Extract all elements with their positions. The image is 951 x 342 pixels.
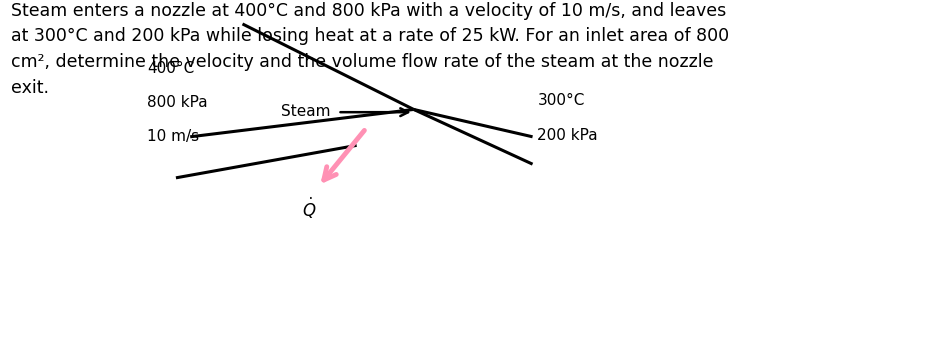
Text: 800 kPa: 800 kPa bbox=[147, 95, 208, 110]
Text: Steam enters a nozzle at 400°C and 800 kPa with a velocity of 10 m/s, and leaves: Steam enters a nozzle at 400°C and 800 k… bbox=[11, 2, 729, 97]
Text: 10 m/s: 10 m/s bbox=[147, 129, 200, 144]
Text: $\dot{Q}$: $\dot{Q}$ bbox=[301, 196, 317, 221]
Text: Steam: Steam bbox=[281, 104, 330, 119]
Text: 400°C: 400°C bbox=[147, 61, 195, 76]
Text: 300°C: 300°C bbox=[537, 93, 585, 108]
Text: 200 kPa: 200 kPa bbox=[537, 128, 598, 143]
